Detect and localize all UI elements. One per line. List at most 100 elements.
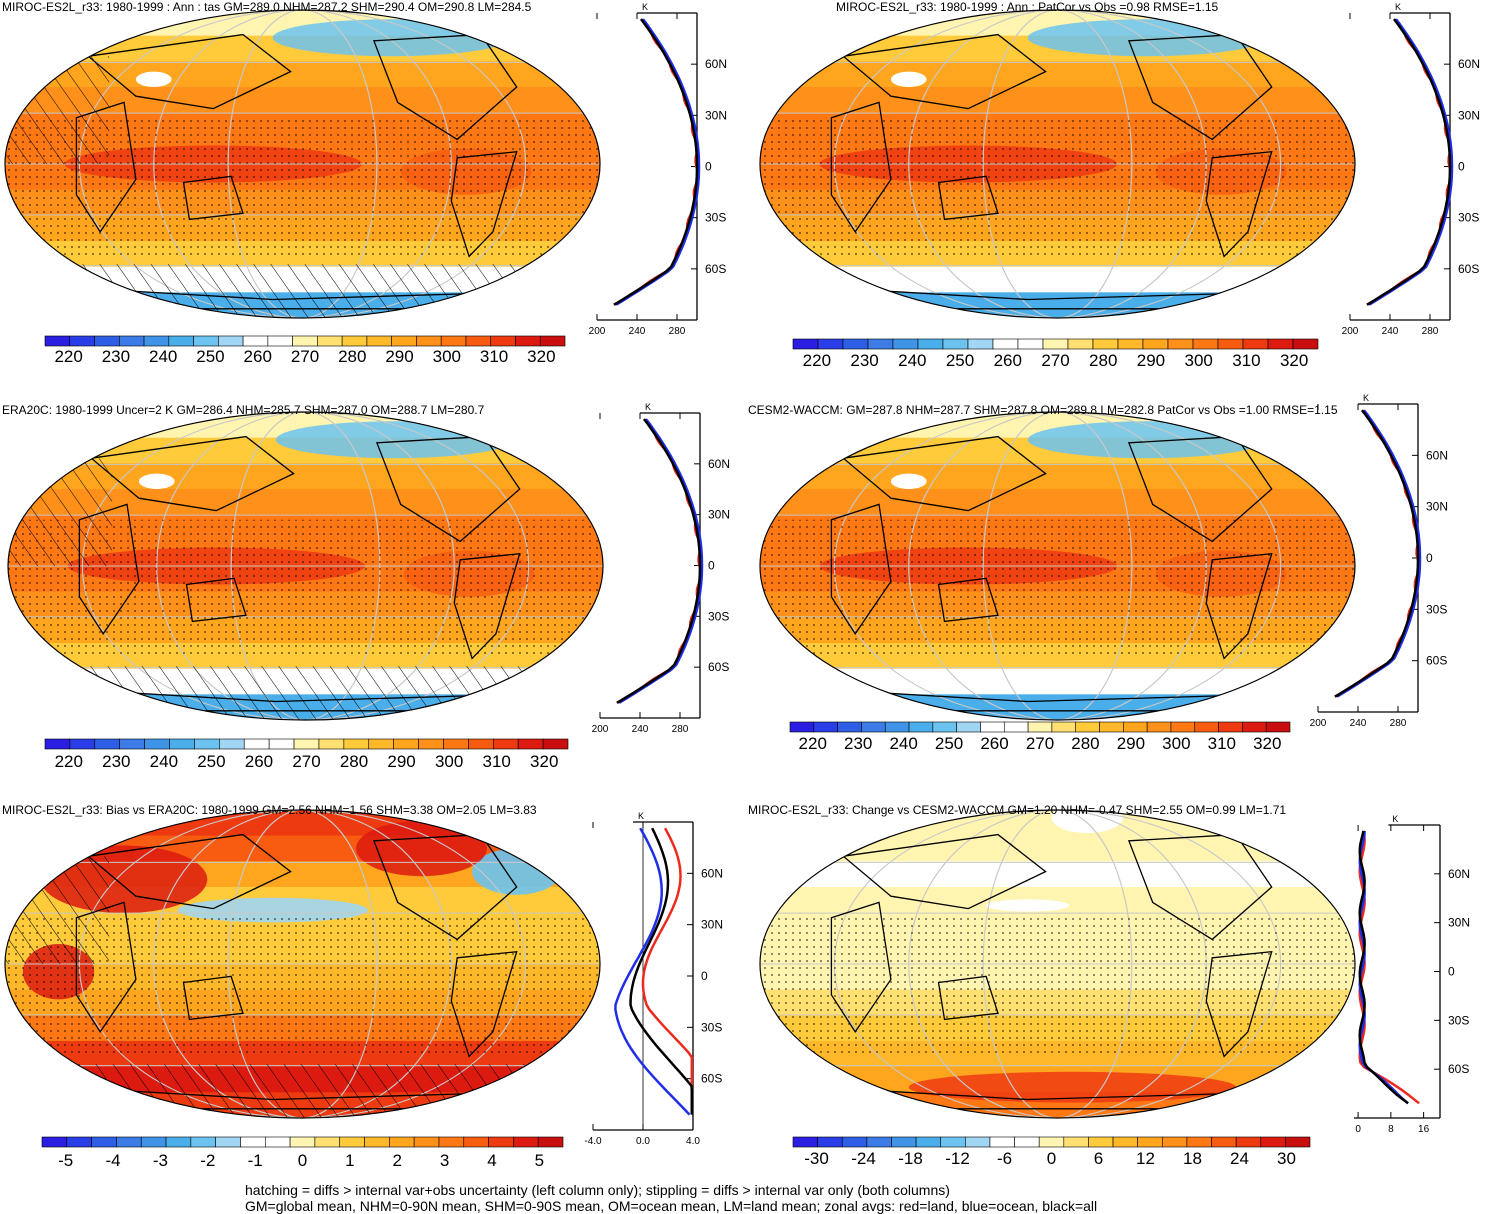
zonal-all-line bbox=[1358, 830, 1409, 1105]
colorbar-swatch bbox=[539, 335, 566, 347]
colorbar-tick-label: 280 bbox=[1071, 734, 1099, 753]
colorbar-tick-label: -6 bbox=[997, 1149, 1012, 1168]
colorbar-tick-label: 220 bbox=[799, 734, 827, 753]
lat-tick-label: 60N bbox=[708, 457, 730, 471]
footer-note-1: hatching = diffs > internal var+obs unce… bbox=[245, 1182, 950, 1198]
colorbar-swatch bbox=[289, 1136, 316, 1148]
colorbar-swatch bbox=[318, 738, 345, 750]
map-panel-3 bbox=[7, 411, 604, 721]
colorbar-swatch bbox=[992, 338, 1019, 350]
colorbar-swatch bbox=[1027, 721, 1053, 733]
zonal-ocean-line bbox=[615, 18, 701, 306]
zonal-x-tick-label: 280 bbox=[672, 724, 689, 735]
colorbar-tick-label: 220 bbox=[55, 752, 83, 771]
colorbar-swatch bbox=[792, 1136, 818, 1148]
colorbar-swatch bbox=[215, 1136, 241, 1148]
colorbar-swatch bbox=[1014, 1136, 1040, 1148]
colorbar-swatch bbox=[867, 338, 894, 350]
colorbar-swatch bbox=[314, 1136, 341, 1148]
map-border bbox=[759, 809, 1356, 1119]
colorbar-swatch bbox=[989, 1136, 1015, 1148]
colorbar-tick-label: 310 bbox=[1232, 351, 1260, 370]
zonal-unit: K bbox=[645, 402, 651, 412]
colorbar-tick-label: 300 bbox=[1162, 734, 1190, 753]
hatching-overlay bbox=[5, 264, 600, 318]
colorbar-tick-label: -24 bbox=[851, 1149, 876, 1168]
zonal-ocean-line bbox=[618, 418, 704, 704]
zonal-panel-2: K 60N 30N 0 30S 60S 200 240 280 bbox=[1342, 2, 1480, 337]
colorbar-swatch bbox=[1217, 338, 1244, 350]
lat-tick-label: 60S bbox=[1426, 654, 1447, 668]
zonal-unit: K bbox=[1392, 814, 1398, 824]
zonal-x-tick-label: 280 bbox=[1390, 718, 1407, 729]
colorbar-swatch bbox=[119, 738, 145, 750]
lat-tick-label: 60S bbox=[1448, 1062, 1469, 1076]
coastline bbox=[830, 503, 892, 635]
colorbar-swatch bbox=[267, 335, 293, 347]
colorbar-swatch bbox=[69, 738, 96, 750]
zonal-x-tick-label: 280 bbox=[1422, 326, 1439, 337]
zonal-x-tick-label: 200 bbox=[592, 724, 609, 735]
colorbar-swatch bbox=[965, 1136, 991, 1148]
coastline bbox=[182, 975, 244, 1021]
colorbar-swatch bbox=[1051, 721, 1077, 733]
colorbar-tick-label: 2 bbox=[392, 1151, 401, 1170]
colorbar-swatch bbox=[343, 738, 370, 750]
colorbar-swatch bbox=[1137, 1136, 1163, 1148]
coastline bbox=[75, 901, 137, 1033]
map-border bbox=[4, 9, 601, 319]
colorbar-swatch bbox=[792, 338, 819, 350]
colorbar-tick-label: -30 bbox=[804, 1149, 829, 1168]
zonal-x-tick-label: 200 bbox=[589, 326, 606, 337]
colorbar-tick-label: -18 bbox=[898, 1149, 923, 1168]
colorbar-swatch bbox=[967, 338, 994, 350]
map-band bbox=[760, 861, 1355, 888]
colorbar-tick-label: 320 bbox=[527, 347, 555, 366]
coastline bbox=[1127, 33, 1273, 141]
coastline bbox=[830, 101, 892, 233]
lat-tick-label: 60S bbox=[708, 660, 729, 674]
coastline bbox=[1127, 833, 1273, 941]
colorbar-swatch bbox=[264, 1136, 291, 1148]
colorbar-tick-label: 270 bbox=[1041, 351, 1069, 370]
map-border bbox=[4, 809, 601, 1119]
lat-tick-label: 60N bbox=[701, 866, 723, 880]
colorbar-swatch bbox=[44, 738, 71, 750]
stippling-overlay bbox=[760, 117, 1355, 257]
colorbar-swatch bbox=[268, 738, 295, 750]
lat-tick-label: 0 bbox=[1448, 965, 1455, 979]
colorbar-swatch bbox=[884, 721, 910, 733]
colorbar-tick-label: 30 bbox=[1277, 1149, 1296, 1168]
map-border bbox=[7, 411, 604, 721]
colorbar-swatch bbox=[418, 738, 444, 750]
colorbar-tick-label: -1 bbox=[248, 1151, 263, 1170]
colorbar-swatch bbox=[339, 1136, 365, 1148]
colorbar-tick-label: 240 bbox=[889, 734, 917, 753]
colorbar-tick-label: 320 bbox=[1280, 351, 1308, 370]
coastline bbox=[1205, 950, 1273, 1058]
colorbar-tick-label: 240 bbox=[898, 351, 926, 370]
colorbar-swatch bbox=[41, 1136, 68, 1148]
panel-title-5: MIROC-ES2L_r33: Bias vs ERA20C: 1980-199… bbox=[2, 803, 537, 817]
lat-tick-label: 30S bbox=[1448, 1013, 1469, 1027]
lat-tick-label: 0 bbox=[1458, 160, 1465, 174]
colorbar-tick-label: 280 bbox=[1089, 351, 1117, 370]
colorbar-swatch bbox=[44, 335, 71, 347]
colorbar-tick-label: 320 bbox=[530, 752, 558, 771]
panel-title-3: ERA20C: 1980-1999 Uncer=2 K GM=286.4 NHM… bbox=[2, 403, 485, 417]
colorbar-swatch bbox=[1167, 338, 1194, 350]
zonal-unit: K bbox=[1395, 2, 1401, 12]
zonal-x-tick-label: 0.0 bbox=[636, 1136, 650, 1147]
coastline bbox=[830, 901, 892, 1033]
coastline bbox=[841, 833, 1047, 910]
colorbar-tick-label: 240 bbox=[150, 752, 178, 771]
lat-tick-label: 30N bbox=[705, 108, 727, 122]
colorbar-tick-label: 0 bbox=[1047, 1149, 1056, 1168]
zonal-x-tick-label: 240 bbox=[1382, 326, 1399, 337]
colorbar-tick-label: -4 bbox=[105, 1151, 120, 1170]
coastline bbox=[1205, 552, 1273, 660]
colorbar-swatch bbox=[393, 738, 419, 750]
colorbar-tick-label: -3 bbox=[153, 1151, 168, 1170]
colorbar-swatch bbox=[866, 1136, 892, 1148]
colorbar-swatch bbox=[1088, 1136, 1114, 1148]
